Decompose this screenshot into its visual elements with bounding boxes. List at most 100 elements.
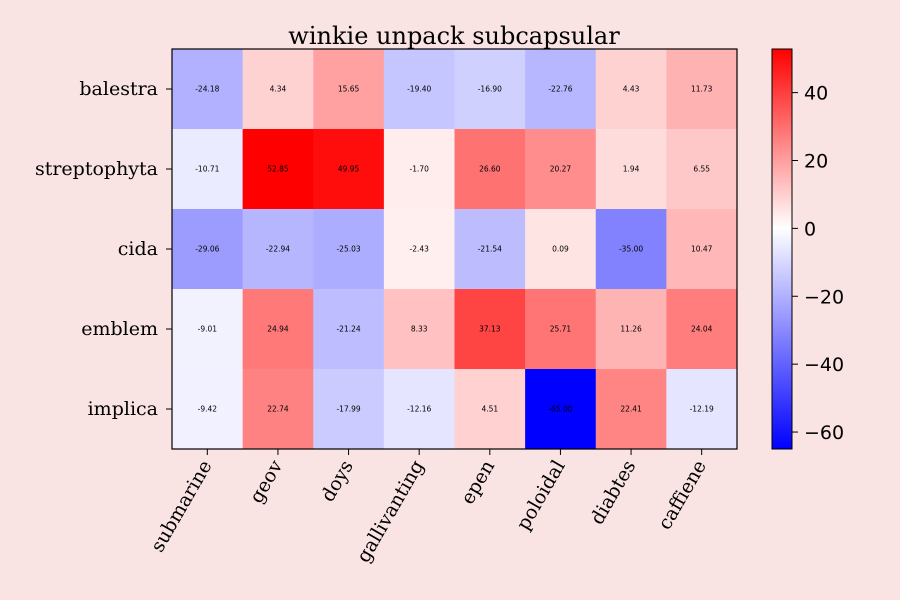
cell-value-label: 37.13: [479, 325, 501, 334]
heatmap-cell: [172, 289, 244, 370]
cell-value-label: 49.95: [338, 165, 360, 174]
chart-title: winkie unpack subcapsular: [288, 22, 620, 50]
cell-value-label: -21.24: [336, 325, 360, 334]
cell-value-label: 10.47: [691, 245, 713, 254]
y-tick-label: balestra: [79, 78, 158, 100]
cell-value-label: 4.51: [481, 405, 498, 414]
cell-value-label: 8.33: [411, 325, 428, 334]
cell-value-label: -12.19: [690, 405, 714, 414]
x-tick-label: gallivanting: [352, 457, 428, 567]
cell-value-label: -1.70: [409, 165, 429, 174]
cell-value-label: 11.26: [620, 325, 642, 334]
x-tick-label: diabtes: [586, 457, 640, 529]
colorbar-tick-label: −20: [804, 286, 844, 308]
x-tick-label: epen: [457, 457, 499, 509]
x-tick-label: caffiene: [654, 457, 711, 534]
cell-value-label: 15.65: [338, 85, 360, 94]
heatmap-cell: [595, 129, 667, 210]
cell-value-label: -29.06: [195, 245, 219, 254]
heatmap-cell: [595, 369, 667, 450]
x-tick-label: poloidal: [512, 457, 569, 534]
y-tick-label: streptophyta: [35, 158, 158, 180]
heatmap-cell: [454, 369, 526, 450]
heatmap-cell: [525, 129, 597, 210]
cell-value-label: 6.55: [693, 165, 710, 174]
cell-value-label: 0.09: [552, 245, 569, 254]
heatmap-cell: [242, 369, 314, 450]
colorbar-tick-label: 20: [804, 150, 828, 172]
cell-value-label: -10.71: [195, 165, 219, 174]
cell-value-label: 25.71: [550, 325, 572, 334]
cell-value-label: -9.01: [198, 325, 218, 334]
colorbar-tick-label: 40: [804, 83, 828, 105]
cell-value-label: 24.94: [267, 325, 289, 334]
cell-value-label: -2.43: [409, 245, 429, 254]
heatmap-cell: [666, 129, 738, 210]
heatmap-cell: [172, 49, 244, 130]
cell-value-label: -65.00: [548, 405, 572, 414]
heatmap-cell: [383, 289, 455, 370]
heatmap-cell: [313, 49, 385, 130]
x-tick-label: submarine: [147, 457, 217, 556]
heatmap-cell: [242, 289, 314, 370]
colorbar-tick-label: −60: [804, 422, 844, 444]
x-tick-label: geov: [245, 456, 287, 507]
x-tick-label: doys: [317, 457, 358, 506]
cell-value-label: 4.34: [270, 85, 287, 94]
cell-value-label: -17.99: [336, 405, 360, 414]
cell-value-label: 22.74: [267, 405, 289, 414]
heatmap-cell: [313, 289, 385, 370]
cell-value-label: -9.42: [198, 405, 218, 414]
cell-value-labels: -24.18 4.34 15.65 -19.40 -16.90 -22.76 4.43 11.…: [195, 85, 714, 414]
heatmap-cell: [172, 369, 244, 450]
heatmap-cell: [525, 209, 597, 290]
heatmap-cell: [383, 49, 455, 130]
heatmap-cell: [242, 209, 314, 290]
heatmap-cell: [313, 369, 385, 450]
heatmap-cells: [172, 49, 738, 450]
cell-value-label: -19.40: [407, 85, 431, 94]
cell-value-label: -16.90: [478, 85, 502, 94]
cell-value-label: 4.43: [623, 85, 640, 94]
y-axis: balestra streptophyta cida emblem implica: [35, 78, 172, 420]
heatmap-cell: [383, 129, 455, 210]
colorbar-ticks: −60 −40 −20 0 20 40: [792, 83, 844, 444]
cell-value-label: -12.16: [407, 405, 431, 414]
heatmap-cell: [525, 289, 597, 370]
heatmap-cell: [454, 289, 526, 370]
heatmap-cell: [242, 49, 314, 130]
cell-value-label: 22.41: [620, 405, 642, 414]
cell-value-label: -35.00: [619, 245, 643, 254]
heatmap-cell: [454, 129, 526, 210]
heatmap-cell: [595, 209, 667, 290]
colorbar: [771, 48, 793, 450]
cell-value-label: 26.60: [479, 165, 501, 174]
heatmap-cell: [313, 129, 385, 210]
heatmap-cell: [383, 369, 455, 450]
cell-value-label: -22.76: [548, 85, 572, 94]
colorbar-tick-label: 0: [804, 218, 816, 240]
heatmap-cell: [525, 49, 597, 130]
colorbar-tick-label: −40: [804, 354, 844, 376]
heatmap-cell: [313, 209, 385, 290]
heatmap-cell: [595, 49, 667, 130]
cell-value-label: 20.27: [550, 165, 572, 174]
heatmap-cell: [172, 129, 244, 210]
cell-value-label: 11.73: [691, 85, 713, 94]
heatmap-cell: [454, 49, 526, 130]
heatmap-cell: [666, 209, 738, 290]
cell-value-label: -25.03: [336, 245, 360, 254]
cell-value-label: -22.94: [266, 245, 290, 254]
cell-value-label: 1.94: [623, 165, 640, 174]
heatmap-cell: [383, 209, 455, 290]
heatmap-cell: [595, 289, 667, 370]
heatmap-cell: [666, 289, 738, 370]
cell-value-label: -24.18: [195, 85, 219, 94]
y-tick-label: emblem: [81, 318, 158, 340]
heatmap-cell: [525, 369, 597, 450]
heatmap-cell: [172, 209, 244, 290]
cell-value-label: -21.54: [478, 245, 502, 254]
heatmap-cell: [454, 209, 526, 290]
